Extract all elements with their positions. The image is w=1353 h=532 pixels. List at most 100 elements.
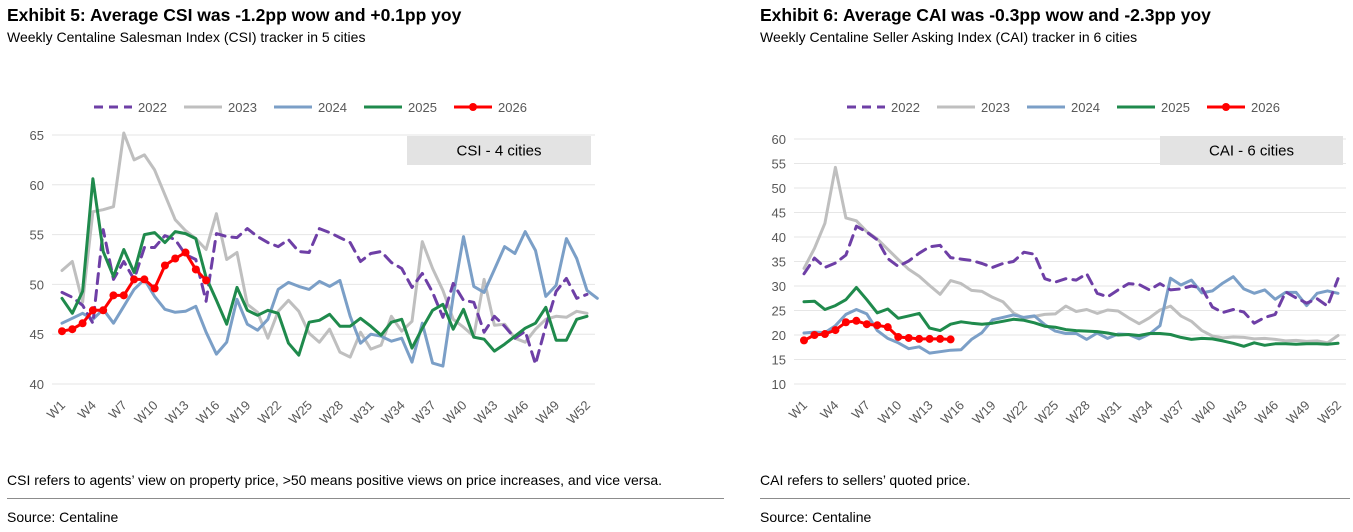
legend-label: 2022 (138, 100, 167, 115)
series-2025-line (802, 286, 1340, 348)
legend-item: 2024 (274, 100, 347, 115)
series-2026-point (181, 248, 190, 257)
series-2026-point (99, 306, 108, 315)
y-tick-label: 55 (30, 228, 44, 243)
exhibit-6-divider (760, 498, 1350, 499)
legend-item: 2026 (454, 100, 527, 115)
x-tick-label: W28 (1063, 398, 1093, 428)
legend-label: 2022 (891, 100, 920, 115)
x-tick-label: W1 (786, 398, 810, 422)
series-2026-point (841, 318, 850, 327)
x-tick-label: W46 (502, 398, 532, 428)
legend-item: 2024 (1027, 100, 1100, 115)
exhibit-5-title: Exhibit 5: Average CSI was -1.2pp wow an… (7, 5, 462, 25)
x-tick-label: W4 (817, 398, 841, 422)
series-2026-point (946, 335, 955, 344)
series-2024-line (802, 275, 1340, 355)
x-tick-label: W43 (471, 398, 501, 428)
x-tick-label: W10 (131, 398, 161, 428)
legend-label: 2025 (408, 100, 437, 115)
x-tick-label: W49 (533, 398, 563, 428)
legend-label: 2023 (228, 100, 257, 115)
legend-label: 2024 (318, 100, 347, 115)
series-2026-point (140, 275, 149, 284)
series-2026-point (88, 306, 97, 315)
series-2022-line (802, 224, 1340, 325)
x-tick-label: W25 (1032, 398, 1062, 428)
series-2026-point (109, 291, 118, 300)
series-2026-point (904, 333, 913, 342)
x-tick-label: W31 (1095, 398, 1125, 428)
legend-item: 2026 (1207, 100, 1280, 115)
chart-label: CSI - 4 cities (456, 143, 541, 160)
legend-item: 2022 (847, 100, 920, 115)
exhibit-6-subtitle: Weekly Centaline Seller Asking Index (CA… (760, 29, 1138, 45)
legend-label: 2023 (981, 100, 1010, 115)
exhibit-5-subtitle: Weekly Centaline Salesman Index (CSI) tr… (7, 29, 366, 45)
legend-marker (469, 103, 477, 111)
exhibit-6-panel: Exhibit 6: Average CAI was -0.3pp wow an… (760, 0, 1350, 532)
series-2024-line (60, 230, 599, 368)
y-tick-label: 60 (30, 178, 44, 193)
legend-item: 2022 (94, 100, 167, 115)
legend-label: 2026 (498, 100, 527, 115)
series-2026-point (873, 321, 882, 330)
x-tick-label: W1 (44, 398, 68, 422)
x-tick-label: W13 (162, 398, 192, 428)
series-2026-point (936, 334, 945, 343)
series-2026-point (68, 325, 77, 334)
series-2026-point (810, 331, 819, 339)
series-2026-point (894, 332, 903, 341)
x-tick-label: W22 (1000, 398, 1030, 428)
y-tick-label: 60 (772, 132, 786, 147)
y-tick-label: 30 (772, 279, 786, 294)
x-tick-label: W31 (347, 398, 377, 428)
y-tick-label: 50 (772, 181, 786, 196)
legend-item: 2025 (364, 100, 437, 115)
series-2026-point (915, 334, 924, 343)
series-2022-line (60, 227, 589, 366)
x-tick-label: W13 (906, 398, 936, 428)
x-tick-label: W28 (317, 398, 347, 428)
exhibit-5-note: CSI refers to agents’ view on property p… (7, 472, 663, 488)
series-2026-point (171, 254, 180, 263)
series-2026-point (883, 323, 892, 332)
x-tick-label: W34 (378, 398, 408, 428)
x-tick-label: W46 (1252, 398, 1282, 428)
series-2026-point (202, 276, 211, 285)
y-tick-label: 45 (30, 327, 44, 342)
x-tick-label: W52 (1315, 398, 1345, 428)
series-2026-point (130, 275, 139, 284)
x-tick-label: W40 (1189, 398, 1219, 428)
legend-label: 2026 (1251, 100, 1280, 115)
series-2023-line (60, 131, 589, 359)
exhibit-6-source: Source: Centaline (760, 509, 872, 525)
x-tick-label: W16 (938, 398, 968, 428)
y-tick-label: 35 (772, 255, 786, 270)
x-tick-label: W19 (969, 398, 999, 428)
series-2026-point (831, 326, 840, 335)
x-tick-label: W49 (1283, 398, 1313, 428)
series-2026-point (119, 291, 128, 300)
series-2026-point (191, 265, 200, 274)
legend-marker (1222, 103, 1230, 111)
legend-item: 2023 (937, 100, 1010, 115)
series-2026-point (820, 330, 829, 339)
series-2026-point (925, 334, 934, 343)
x-tick-label: W37 (409, 398, 439, 428)
series-2026-point (862, 320, 871, 329)
legend-label: 2024 (1071, 100, 1100, 115)
chart-label: CAI - 6 cities (1209, 143, 1294, 160)
x-tick-label: W16 (193, 398, 223, 428)
series-2026-point (852, 316, 861, 325)
y-tick-label: 15 (772, 353, 786, 368)
x-tick-label: W7 (849, 398, 873, 422)
y-tick-label: 50 (30, 277, 44, 292)
x-tick-label: W37 (1158, 398, 1188, 428)
y-tick-label: 10 (772, 377, 786, 392)
series-2026-point (58, 327, 66, 336)
x-tick-label: W7 (105, 398, 129, 422)
exhibit-6-title: Exhibit 6: Average CAI was -0.3pp wow an… (760, 5, 1211, 25)
